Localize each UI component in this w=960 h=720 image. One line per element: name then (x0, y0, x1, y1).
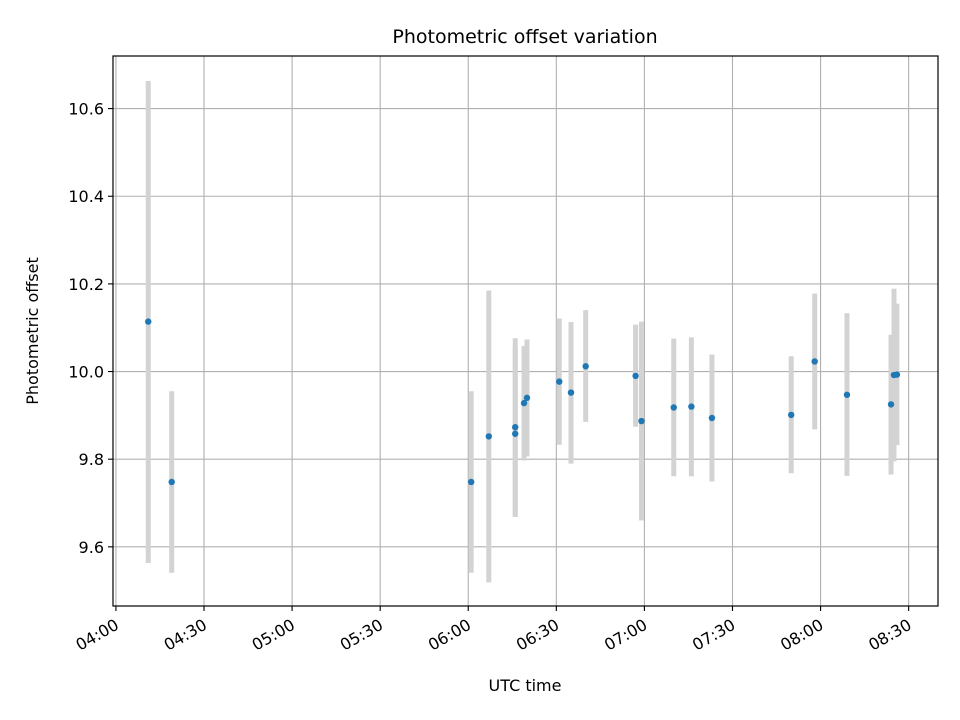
data-point (893, 371, 901, 378)
data-point (670, 404, 677, 411)
data-point (582, 363, 589, 370)
data-point (168, 478, 175, 486)
y-tick-label: 10.4 (68, 187, 104, 206)
data-point (632, 372, 639, 380)
y-axis-ticks: 9.6 9.8 10.0 10.2 10.4 10.6 (68, 100, 113, 557)
data-point (485, 433, 493, 440)
data-point (556, 378, 563, 385)
data-point (512, 430, 519, 437)
y-tick-label: 10.6 (68, 100, 104, 119)
data-point (688, 403, 695, 410)
y-tick-label: 10.2 (68, 275, 104, 294)
grid (113, 56, 938, 606)
axes-frame (112, 55, 939, 607)
data-point (638, 417, 645, 425)
y-tick-label: 9.8 (79, 450, 104, 469)
y-tick-label: 9.6 (79, 538, 104, 557)
data-point (467, 478, 475, 486)
x-axis-label: UTC time (489, 676, 562, 695)
data-point (708, 414, 716, 422)
data-point (788, 411, 795, 419)
data-point (520, 399, 528, 407)
data-point (843, 391, 851, 398)
data-point (811, 358, 818, 365)
data-point (512, 423, 519, 431)
data-point (567, 389, 575, 396)
chart-title: Photometric offset variation (392, 26, 657, 48)
y-axis-label: Photometric offset (23, 257, 42, 405)
data-point (523, 394, 531, 402)
y-tick-label: 10.0 (68, 363, 104, 382)
data-points (145, 318, 901, 486)
data-point (887, 401, 895, 408)
data-point (145, 318, 152, 325)
